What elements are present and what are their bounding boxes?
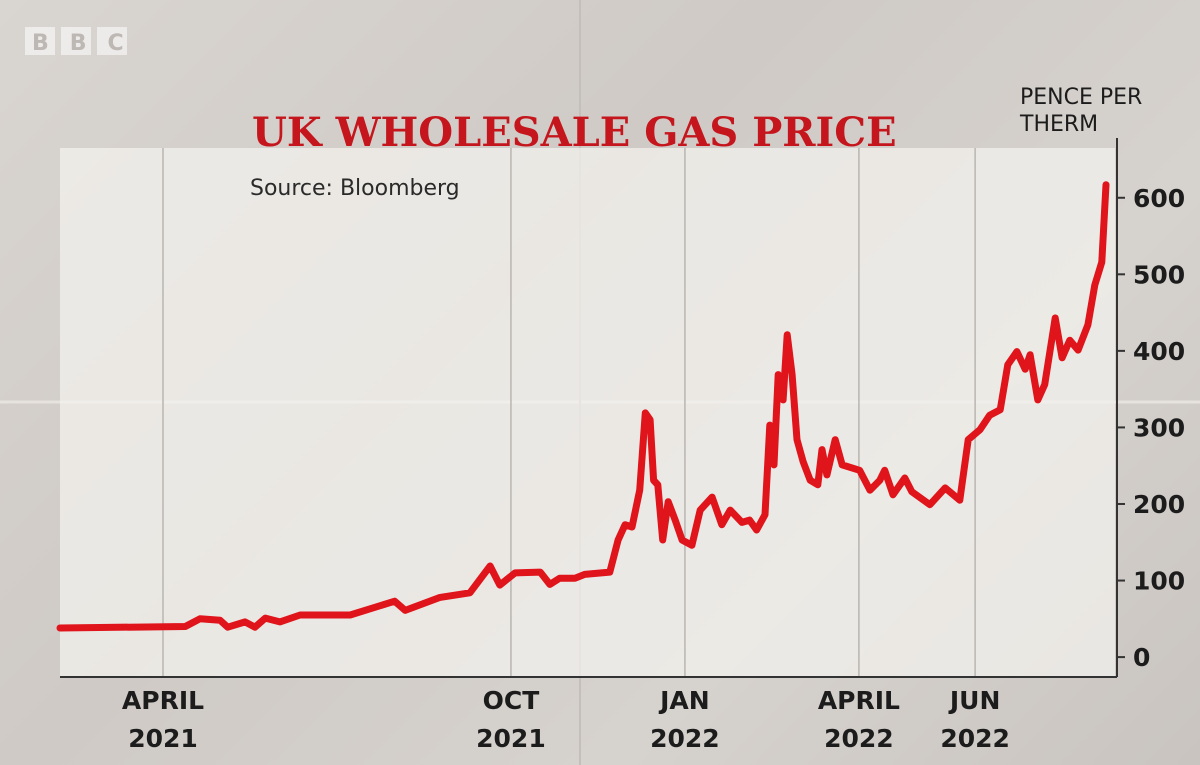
- y-axis-label: PENCE PER THERM: [1020, 85, 1143, 137]
- y-tick-label: 0: [1133, 643, 1150, 672]
- price-line: [56, 181, 1110, 632]
- y-tick-label: 400: [1133, 337, 1185, 366]
- x-tick-label: OCT 2021: [476, 686, 546, 753]
- y-tick-label: 200: [1133, 490, 1185, 519]
- y-tick-label: 100: [1133, 567, 1185, 596]
- logo-box: [61, 27, 91, 55]
- plot-area: [60, 148, 1115, 677]
- x-tick-label: JUN 2022: [940, 686, 1010, 753]
- x-tick-label: APRIL 2022: [817, 686, 900, 753]
- source: Source: Bloomberg: [250, 176, 460, 201]
- x-tick-label: APRIL 2021: [121, 686, 205, 753]
- y-tick-label: 600: [1133, 184, 1185, 213]
- x-tick-label: JAN 2022: [650, 686, 720, 753]
- logo-box: [25, 27, 55, 55]
- chart-title: UK WHOLESALE GAS PRICE: [252, 109, 897, 156]
- logo: BBC: [32, 31, 145, 56]
- y-tick-label: 500: [1133, 260, 1185, 289]
- y-tick-label: 300: [1133, 413, 1185, 442]
- logo-box: [97, 27, 127, 55]
